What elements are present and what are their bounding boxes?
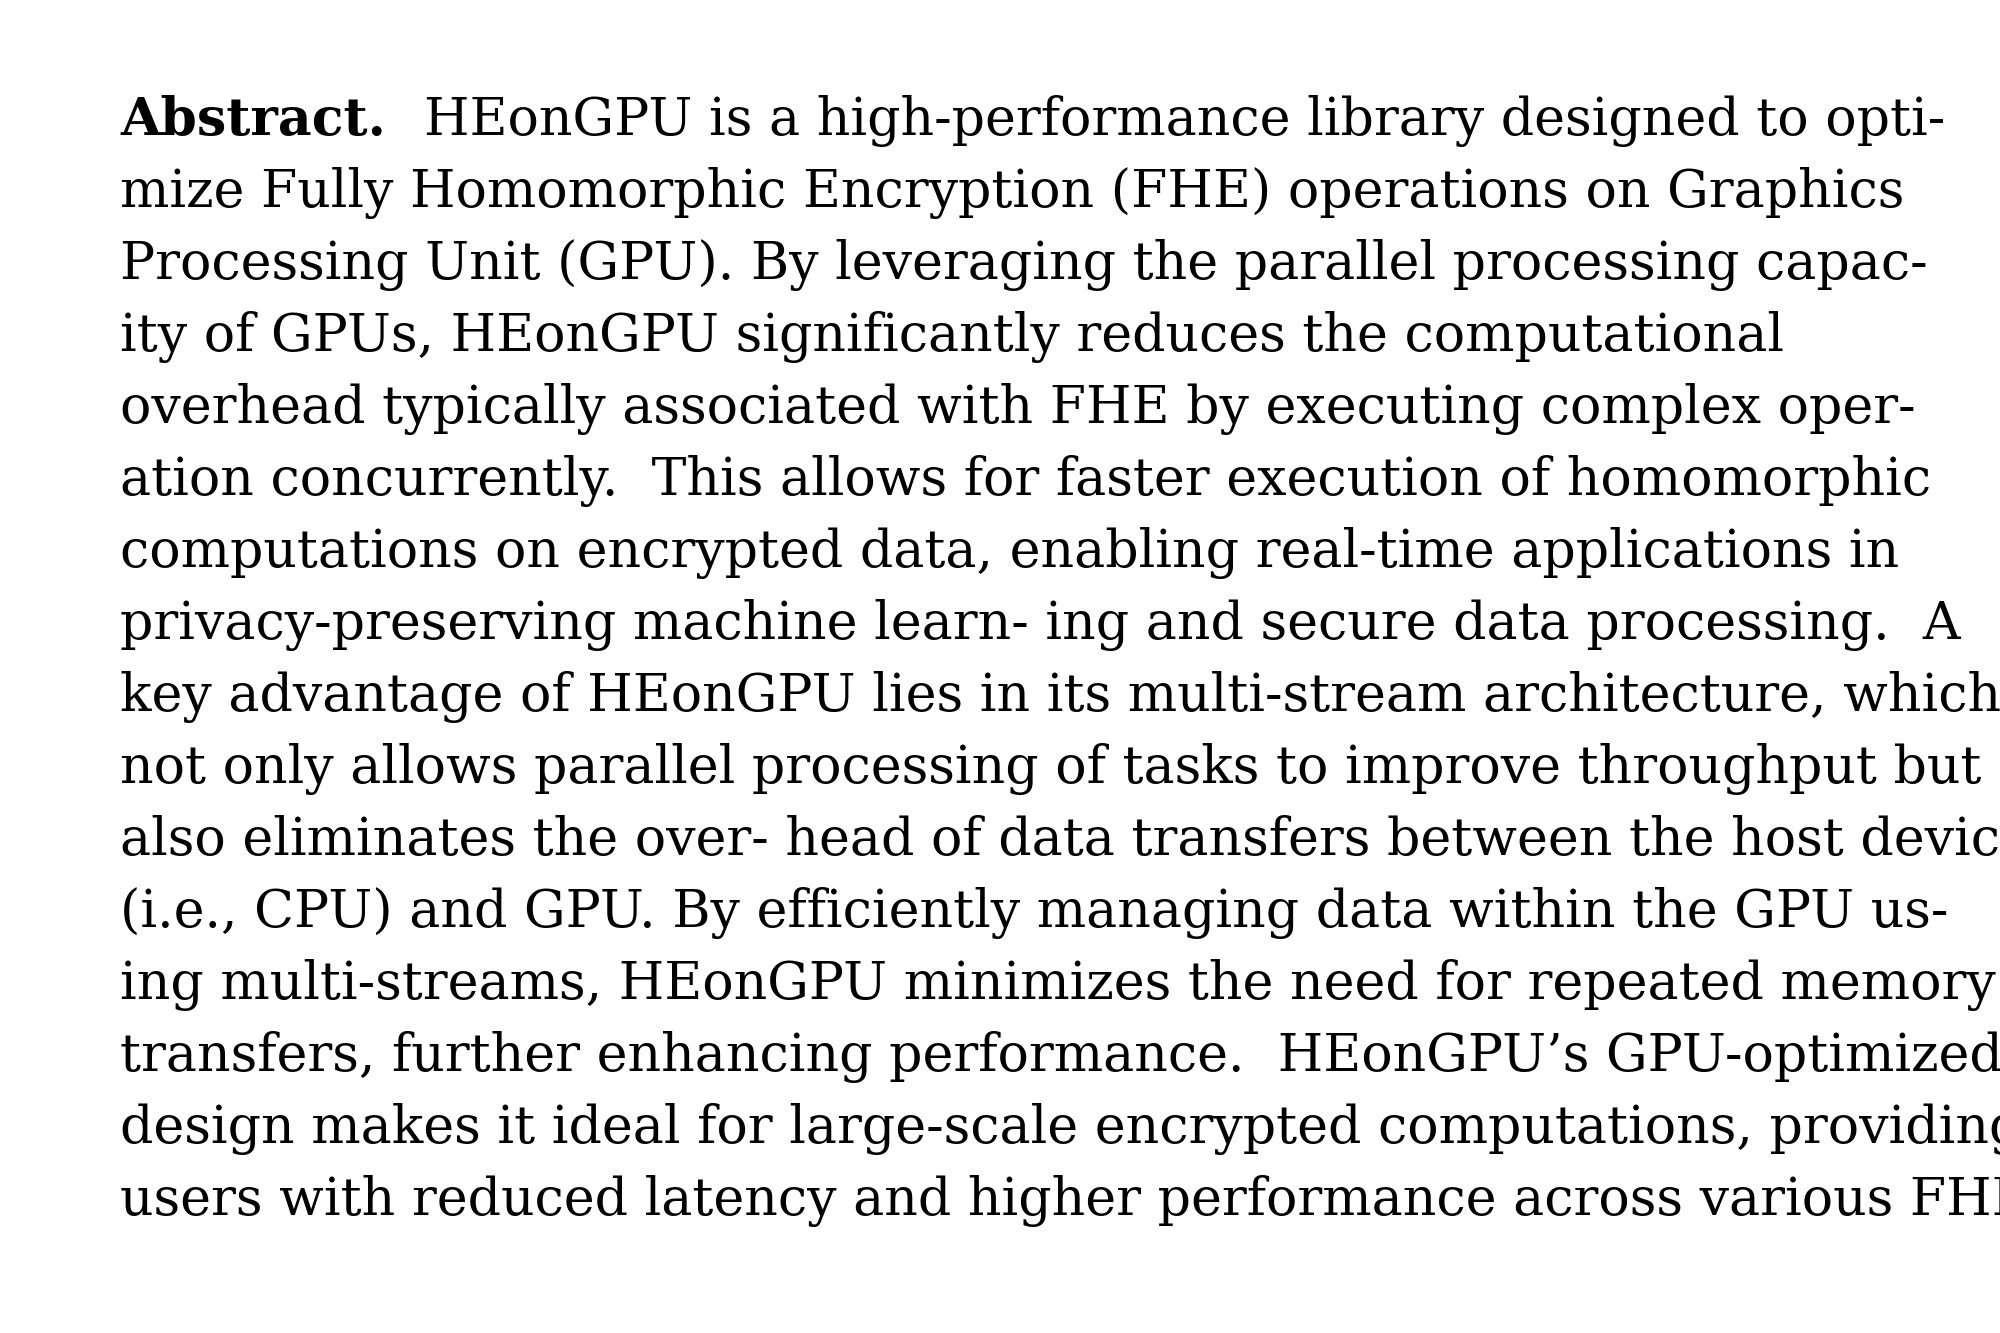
Text: ity of GPUs, HEonGPU significantly reduces the computational: ity of GPUs, HEonGPU significantly reduc… [120,311,1784,363]
Text: ation concurrently.  This allows for faster execution of homomorphic: ation concurrently. This allows for fast… [120,455,1932,507]
Text: mize Fully Homomorphic Encryption (FHE) operations on Graphics: mize Fully Homomorphic Encryption (FHE) … [120,167,1904,219]
Text: design makes it ideal for large-scale encrypted computations, providing: design makes it ideal for large-scale en… [120,1102,2000,1154]
Text: overhead typically associated with FHE by executing complex oper-: overhead typically associated with FHE b… [120,383,1916,435]
Text: Abstract.: Abstract. [120,95,386,147]
Text: not only allows parallel processing of tasks to improve throughput but: not only allows parallel processing of t… [120,742,1982,794]
Text: privacy-preserving machine learn- ing and secure data processing.  A: privacy-preserving machine learn- ing an… [120,599,1960,651]
Text: computations on encrypted data, enabling real-time applications in: computations on encrypted data, enabling… [120,527,1900,579]
Text: ing multi-streams, HEonGPU minimizes the need for repeated memory: ing multi-streams, HEonGPU minimizes the… [120,958,1996,1010]
Text: also eliminates the over- head of data transfers between the host device: also eliminates the over- head of data t… [120,814,2000,866]
Text: key advantage of HEonGPU lies in its multi-stream architecture, which: key advantage of HEonGPU lies in its mul… [120,670,2000,722]
Text: users with reduced latency and higher performance across various FHE: users with reduced latency and higher pe… [120,1174,2000,1226]
Text: transfers, further enhancing performance.  HEonGPU’s GPU-optimized: transfers, further enhancing performance… [120,1030,2000,1082]
Text: (i.e., CPU) and GPU. By efficiently managing data within the GPU us-: (i.e., CPU) and GPU. By efficiently mana… [120,886,1948,938]
Text: Processing Unit (GPU). By leveraging the parallel processing capac-: Processing Unit (GPU). By leveraging the… [120,239,1928,291]
Text: HEonGPU is a high-performance library designed to opti-: HEonGPU is a high-performance library de… [424,95,1946,147]
